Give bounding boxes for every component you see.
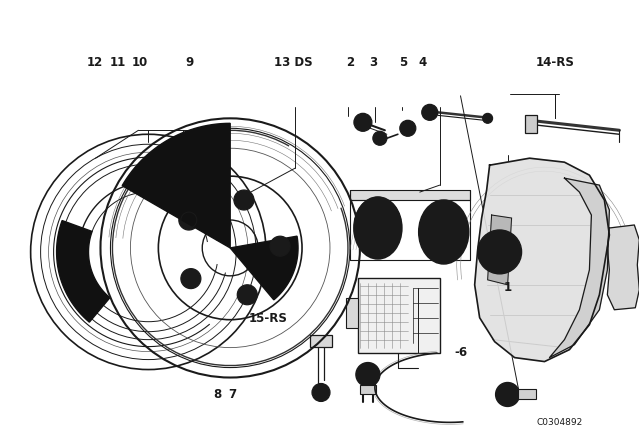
Bar — [310, 335, 332, 347]
Polygon shape — [475, 158, 609, 362]
Circle shape — [495, 383, 520, 406]
Text: 3: 3 — [369, 56, 377, 69]
Text: 10: 10 — [132, 56, 148, 69]
Circle shape — [237, 285, 257, 305]
Circle shape — [195, 174, 206, 186]
Bar — [525, 115, 536, 134]
Bar — [360, 384, 376, 395]
Text: 13 DS: 13 DS — [274, 56, 312, 69]
Polygon shape — [56, 220, 110, 322]
Polygon shape — [607, 225, 639, 310]
Circle shape — [354, 113, 372, 131]
Bar — [518, 389, 536, 400]
Text: 11: 11 — [109, 56, 125, 69]
Circle shape — [234, 190, 254, 210]
Circle shape — [400, 121, 416, 136]
Circle shape — [361, 367, 375, 382]
Bar — [358, 278, 440, 353]
Circle shape — [486, 238, 513, 266]
Polygon shape — [230, 236, 298, 300]
Circle shape — [502, 388, 513, 401]
Text: 9: 9 — [185, 56, 193, 69]
Circle shape — [356, 362, 380, 387]
Ellipse shape — [419, 200, 468, 264]
Bar — [346, 298, 358, 327]
Circle shape — [181, 269, 201, 289]
Circle shape — [358, 117, 368, 127]
Text: 8: 8 — [214, 388, 222, 401]
Circle shape — [477, 230, 522, 274]
Polygon shape — [550, 178, 609, 358]
Text: 5: 5 — [399, 56, 407, 69]
Circle shape — [312, 383, 330, 401]
Text: 15-RS: 15-RS — [248, 312, 287, 325]
Text: -6: -6 — [454, 346, 467, 359]
Text: 2: 2 — [347, 56, 355, 69]
Circle shape — [483, 113, 493, 123]
Text: 1: 1 — [504, 281, 512, 294]
Circle shape — [270, 236, 290, 256]
Text: 4: 4 — [418, 56, 426, 69]
Ellipse shape — [354, 197, 402, 259]
Text: 7: 7 — [228, 388, 236, 401]
Bar — [350, 190, 470, 200]
Circle shape — [422, 104, 438, 121]
Text: 14-RS: 14-RS — [536, 56, 575, 69]
Polygon shape — [488, 215, 511, 285]
Text: C0304892: C0304892 — [536, 418, 582, 427]
Circle shape — [373, 131, 387, 145]
Circle shape — [197, 177, 204, 183]
Polygon shape — [122, 123, 230, 248]
Circle shape — [493, 245, 507, 259]
Ellipse shape — [367, 213, 389, 243]
Circle shape — [179, 210, 199, 230]
Text: 12: 12 — [87, 56, 103, 69]
Ellipse shape — [434, 218, 454, 246]
